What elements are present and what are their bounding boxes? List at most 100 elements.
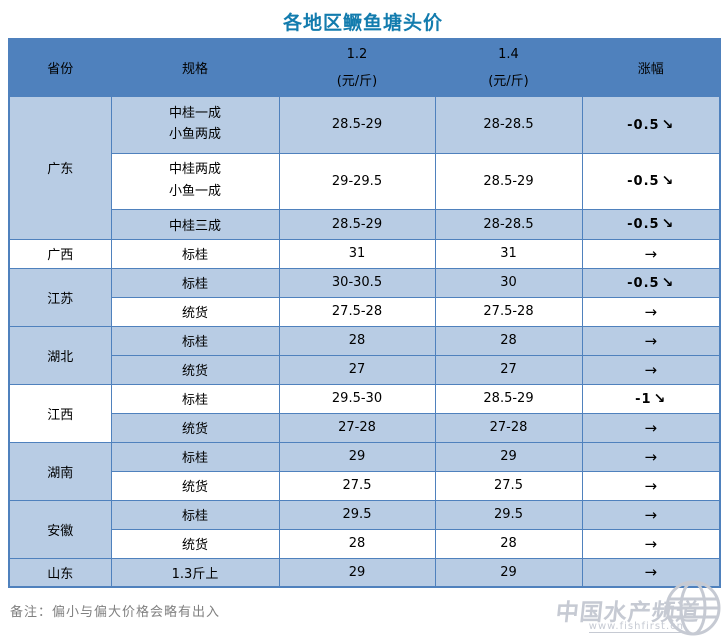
flat-arrow-icon: → <box>644 534 658 553</box>
table-row: 中桂三成 28.5-29 28-28.5 -0.5 ↘ <box>9 208 721 240</box>
price-1-4-cell: 29 <box>434 557 583 588</box>
price-1-4-cell: 29.5 <box>434 499 583 530</box>
footnote: 备注：偏小与偏大价格会略有出入 <box>10 605 221 620</box>
flat-arrow-icon: → <box>644 360 658 379</box>
down-arrow-icon: ↘ <box>661 173 675 189</box>
province-cell: 湖北 <box>8 325 112 385</box>
price-1-2-cell: 29 <box>278 441 436 472</box>
page-title: 各地区鳜鱼塘头价 <box>282 12 443 34</box>
change-cell: → <box>581 354 721 385</box>
price-1-2-cell: 29.5 <box>278 499 436 530</box>
price-1-2-cell: 29.5-30 <box>278 383 436 414</box>
price-1-4-cell: 28-28.5 <box>434 208 583 240</box>
spec-cell: 中桂一成 小鱼两成 <box>110 95 280 154</box>
spec-cell: 统货 <box>110 296 280 327</box>
province-cell: 山东 <box>8 557 112 588</box>
price-1-4-cell: 28.5-29 <box>434 383 583 414</box>
change-value: -1 <box>635 391 652 407</box>
province-cell: 江苏 <box>8 267 112 327</box>
change-value: -0.5 <box>627 117 660 133</box>
change-value: -0.5 <box>627 174 660 189</box>
price-1-4-cell: 28-28.5 <box>434 95 583 154</box>
flat-arrow-icon: → <box>644 418 658 437</box>
spec-line-1: 中桂一成 <box>168 105 221 121</box>
change-cell: -0.5 ↘ <box>581 95 721 154</box>
price-1-2-cell: 27-28 <box>278 412 436 443</box>
province-cell: 广东 <box>8 95 112 240</box>
price-1-2-cell: 28.5-29 <box>278 95 436 154</box>
price-1-2-cell: 29 <box>278 557 436 588</box>
header-price-1-4-size: 1.4 <box>498 46 519 62</box>
spec-cell: 标桂 <box>110 383 280 414</box>
table-row: 江西 标桂 29.5-30 28.5-29 -1 ↘ <box>8 383 721 443</box>
spec-cell: 统货 <box>110 412 280 443</box>
change-cell: → <box>581 528 721 559</box>
spec-cell: 标桂 <box>110 441 280 472</box>
change-cell: -1 ↘ <box>581 383 721 414</box>
table-row: 统货 27 27 → <box>9 354 721 385</box>
table-row: 广西 标桂 31 31 → <box>8 238 721 269</box>
watermark-url: www.fishfirst.cn <box>588 621 684 633</box>
price-1-4-cell: 28 <box>434 528 583 559</box>
price-1-4-cell: 27.5-28 <box>434 296 583 327</box>
spec-cell: 中桂三成 <box>110 208 280 240</box>
change-cell: → <box>581 325 721 356</box>
header-price-1-4-unit: (元/斤) <box>488 73 529 89</box>
price-1-2-cell: 28 <box>278 528 436 559</box>
table-row: 湖南 标桂 29 29 → <box>8 441 721 501</box>
spec-cell: 标桂 <box>110 499 280 530</box>
price-1-2-cell: 30-30.5 <box>278 267 436 298</box>
price-1-4-cell: 28 <box>434 325 583 356</box>
change-cell: → <box>581 296 721 327</box>
spec-cell: 统货 <box>110 354 280 385</box>
header-price-1-2-size: 1.2 <box>346 46 368 62</box>
change-cell: -0.5 ↘ <box>581 152 721 210</box>
change-cell: → <box>581 441 721 472</box>
change-cell: → <box>581 470 721 501</box>
header-price-1-2-unit: (元/斤) <box>336 73 378 89</box>
spec-cell: 标桂 <box>110 325 280 356</box>
flat-arrow-icon: → <box>644 447 658 466</box>
price-1-2-cell: 28.5-29 <box>278 208 436 240</box>
spec-cell: 1.3斤上 <box>110 557 280 588</box>
down-arrow-icon: ↘ <box>661 116 675 133</box>
table-row: 湖北 标桂 28 28 → <box>8 325 721 385</box>
spec-cell: 中桂两成 小鱼一成 <box>110 152 280 210</box>
table-row: 中桂两成 小鱼一成 29-29.5 28.5-29 -0.5 ↘ <box>9 152 721 210</box>
province-cell: 广西 <box>8 238 112 269</box>
change-cell: → <box>581 499 721 530</box>
table-row: 统货 27.5 27.5 → <box>9 470 721 501</box>
table-row: 江苏 标桂 30-30.5 30 -0.5 ↘ <box>8 267 721 327</box>
price-1-2-cell: 27.5-28 <box>278 296 436 327</box>
change-cell: → <box>581 412 721 443</box>
spec-line-2: 小鱼两成 <box>168 127 221 142</box>
header-spec: 规格 <box>110 38 280 97</box>
flat-arrow-icon: → <box>644 331 658 350</box>
price-1-2-cell: 29-29.5 <box>278 152 436 210</box>
spec-line-2: 小鱼一成 <box>168 183 221 199</box>
change-cell: -0.5 ↘ <box>581 267 721 298</box>
change-cell: → <box>581 238 721 269</box>
header-change: 涨幅 <box>581 38 721 97</box>
spec-cell: 统货 <box>110 470 280 501</box>
price-1-4-cell: 27-28 <box>434 412 583 443</box>
header-row: 省份 规格 1.2 (元/斤) 1.4 (元/斤) 涨幅 <box>8 38 721 97</box>
price-1-4-cell: 27 <box>434 354 583 385</box>
province-cell: 安徽 <box>8 499 112 559</box>
flat-arrow-icon: → <box>644 302 658 321</box>
watermark: 中国水产频道 www.fishfirst.cn <box>532 579 722 641</box>
globe-icon <box>665 580 721 636</box>
header-province: 省份 <box>8 38 112 97</box>
price-1-2-cell: 27.5 <box>278 470 436 501</box>
price-1-4-cell: 29 <box>434 441 583 472</box>
spec-cell: 标桂 <box>110 267 280 298</box>
down-arrow-icon: ↘ <box>653 390 667 407</box>
price-1-4-cell: 27.5 <box>434 470 583 501</box>
down-arrow-icon: ↘ <box>661 216 675 232</box>
table-row: 统货 28 28 → <box>9 528 721 559</box>
header-price-1-4: 1.4 (元/斤) <box>434 38 583 97</box>
change-value: -0.5 <box>627 275 660 291</box>
table-row: 安徽 标桂 29.5 29.5 → <box>8 499 721 559</box>
price-1-4-cell: 28.5-29 <box>434 152 583 210</box>
